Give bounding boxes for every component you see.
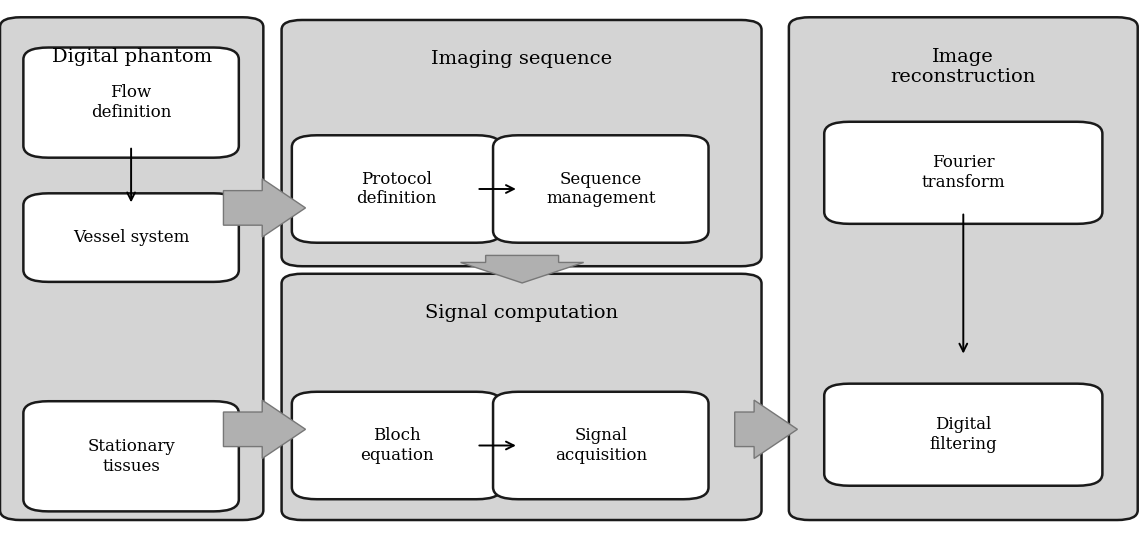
- Polygon shape: [735, 400, 798, 458]
- FancyBboxPatch shape: [789, 17, 1138, 520]
- FancyBboxPatch shape: [292, 392, 502, 499]
- Text: Digital phantom: Digital phantom: [51, 48, 212, 65]
- Text: Imaging sequence: Imaging sequence: [431, 50, 612, 68]
- FancyBboxPatch shape: [24, 48, 239, 158]
- Polygon shape: [223, 179, 306, 237]
- FancyBboxPatch shape: [824, 383, 1102, 486]
- Text: Signal
acquisition: Signal acquisition: [555, 427, 646, 464]
- FancyBboxPatch shape: [24, 401, 239, 511]
- Polygon shape: [223, 400, 306, 458]
- Text: Sequence
management: Sequence management: [546, 171, 655, 207]
- FancyBboxPatch shape: [292, 135, 502, 243]
- FancyBboxPatch shape: [824, 122, 1102, 224]
- Text: Digital
filtering: Digital filtering: [929, 416, 998, 453]
- Text: Signal computation: Signal computation: [425, 304, 618, 322]
- Text: Image
reconstruction: Image reconstruction: [890, 48, 1036, 86]
- FancyBboxPatch shape: [492, 392, 708, 499]
- Text: Stationary
tissues: Stationary tissues: [88, 438, 174, 475]
- Text: Bloch
equation: Bloch equation: [360, 427, 433, 464]
- FancyBboxPatch shape: [492, 135, 708, 243]
- FancyBboxPatch shape: [282, 20, 762, 266]
- Text: Protocol
definition: Protocol definition: [357, 171, 437, 207]
- FancyBboxPatch shape: [24, 193, 239, 282]
- Text: Flow
definition: Flow definition: [91, 84, 171, 121]
- Text: Fourier
transform: Fourier transform: [921, 154, 1005, 191]
- FancyBboxPatch shape: [0, 17, 263, 520]
- FancyBboxPatch shape: [282, 274, 762, 520]
- Text: Vessel system: Vessel system: [73, 229, 189, 246]
- Polygon shape: [461, 255, 584, 283]
